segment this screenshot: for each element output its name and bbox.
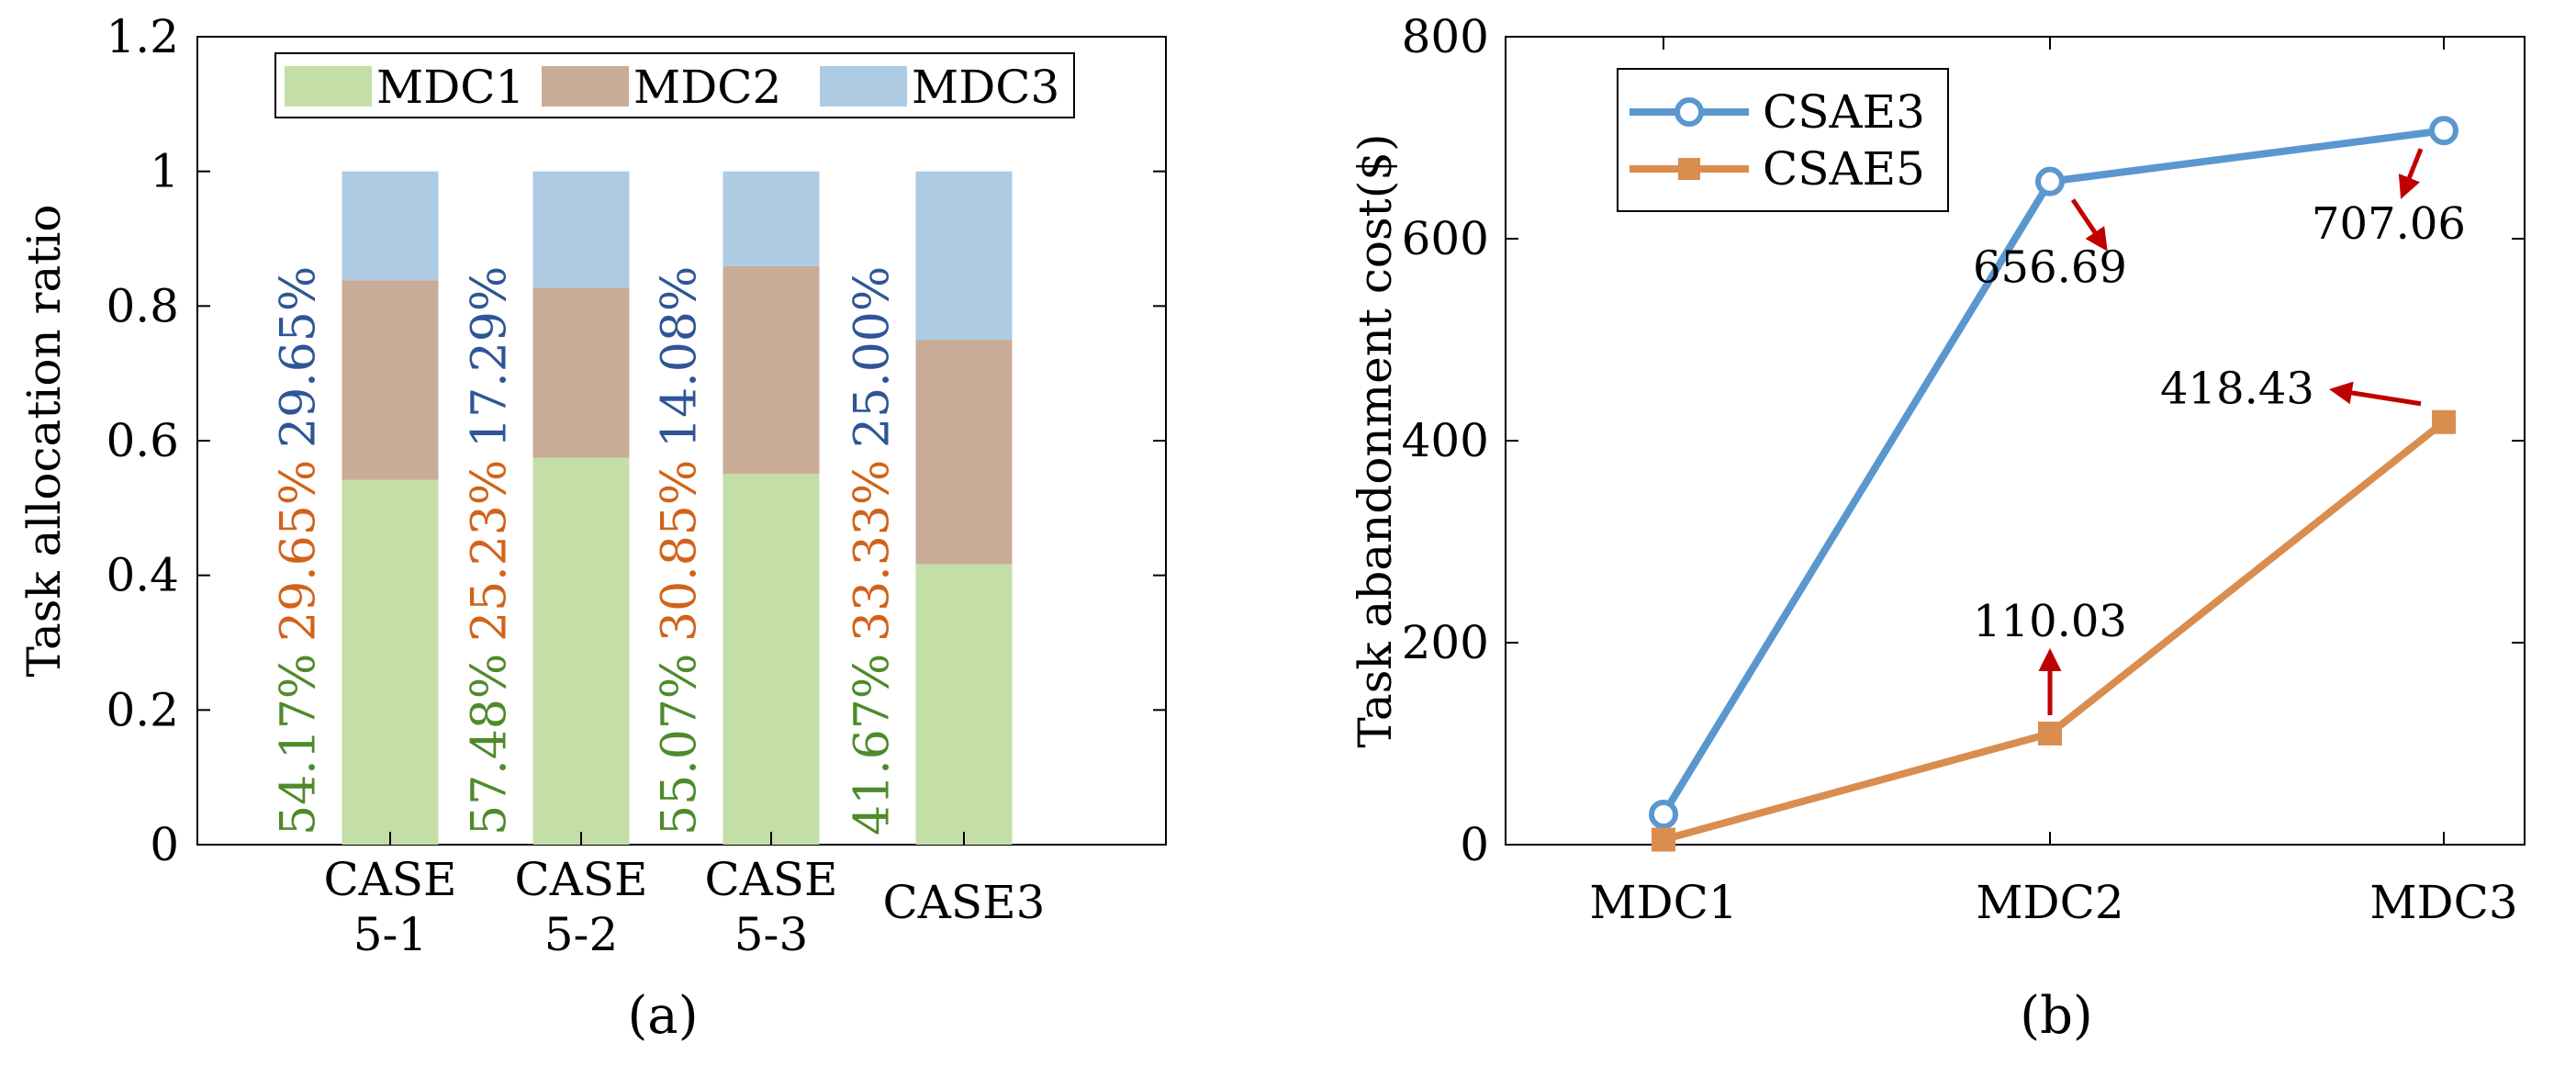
data-point-csae3-2 [2035,166,2065,196]
chart-b: 0 200 400 600 800 MDC1 MDC2 MDC3 656.69 707.06 1… [1349,10,2526,1046]
chart-a-y-ticks: 0 0.2 0.4 0.6 0.8 1 1.2 [106,10,1166,871]
chart-a-bars [342,171,1013,845]
y-tick-label: 1.2 [106,10,179,63]
y-tick-label: 400 [1402,414,1489,467]
bar-segment-mdc1-2 [532,457,630,845]
chart-b-y-ticks: 0 200 400 600 800 [1402,10,2525,871]
chart-b-legend-box [1617,68,1949,212]
segment-label-mdc2-3: 30.85% [653,460,708,642]
chart-a-background [0,0,1276,1065]
chart-a-segment-labels: 54.17% 29.65% 29.65% 57.48% 25.23% 17.29% 55.0… [272,266,901,835]
chart-a-legend-box [274,52,1075,118]
annotation-arrow [2398,148,2424,199]
x-tick-label: 5-1 [353,908,428,961]
bar-segment-mdc2-3 [722,265,820,475]
segment-label-mdc3-1: 29.65% [272,266,327,448]
bar-segment-mdc3-1 [342,171,439,281]
x-tick-label: 5-2 [544,908,619,961]
segment-label-mdc1-2: 57.48% [463,654,518,835]
bar-segment-mdc2-1 [342,280,439,480]
bar-segment-mdc3-2 [532,171,630,288]
legend-label-mdc3: MDC3 [912,61,1059,114]
x-tick-label: CASE [323,853,456,906]
segment-label-mdc3-3: 14.08% [653,266,708,448]
legend-swatch-mdc1 [285,66,372,106]
bar-segment-mdc3-4 [915,171,1013,340]
bar-segment-mdc1-1 [342,479,439,845]
legend-label-csae5: CSAE5 [1763,142,1925,196]
legend-label-mdc2: MDC2 [633,61,781,114]
x-tick-label: CASE3 [883,876,1046,929]
segment-label-mdc2-1: 29.65% [272,460,327,642]
chart-a-y-axis-label: Task allocation ratio [17,204,71,677]
bar-segment-mdc2-4 [915,340,1013,565]
x-tick-label: MDC2 [1976,876,2123,929]
legend-marker-csae5 [1678,158,1700,180]
legend-label-mdc1: MDC1 [376,61,524,114]
annotation-label: 707.06 [2312,198,2466,250]
y-tick-label: 1 [150,145,179,198]
data-point-csae5-2 [2038,721,2062,746]
chart-b-panel-label: (b) [2020,986,2093,1046]
chart-b-x-ticks: MDC1 MDC2 MDC3 [1589,37,2518,929]
bar-segment-mdc1-4 [915,564,1013,845]
annotation-label: 656.69 [1973,242,2127,294]
x-tick-label: 5-3 [734,908,809,961]
y-tick-label: 0.6 [106,414,179,467]
legend-marker-csae3 [1674,97,1704,127]
bar-segment-mdc2-2 [532,287,630,458]
x-tick-label: CASE [514,853,647,906]
chart-b-lines [1649,116,2458,852]
annotation-label: 418.43 [2160,364,2314,415]
y-tick-label: 200 [1402,616,1489,669]
annotation-arrow [2329,381,2422,407]
annotation-label: 110.03 [1973,596,2127,647]
segment-label-mdc3-2: 17.29% [463,266,518,448]
x-tick-label: MDC3 [2369,876,2517,929]
legend-swatch-mdc3 [820,66,907,106]
y-tick-label: 0 [1460,818,1489,871]
x-tick-label: MDC1 [1589,876,1737,929]
data-point-csae5-1 [1652,827,1675,852]
data-point-csae5-3 [2432,409,2456,434]
legend-label-csae3: CSAE3 [1763,85,1925,139]
y-tick-label: 800 [1402,10,1489,63]
chart-a-legend: MDC1 MDC2 MDC3 [274,52,1075,118]
chart-b-annotations: 656.69 707.06 110.03 418.43 [1973,148,2466,715]
segment-label-mdc2-4: 33.33% [846,460,901,642]
y-tick-label: 0 [150,818,179,871]
y-tick-label: 0.8 [106,279,179,332]
segment-label-mdc2-2: 25.23% [463,460,518,642]
y-tick-label: 0.2 [106,683,179,736]
x-tick-label: CASE [704,853,837,906]
data-point-csae3-1 [1649,800,1678,829]
chart-b-y-axis-label: Task abandonment cost($) [1349,133,1402,747]
data-point-csae3-3 [2429,116,2458,146]
segment-label-mdc1-4: 41.67% [846,654,901,835]
y-tick-label: 600 [1402,212,1489,265]
bar-segment-mdc3-3 [722,171,820,266]
legend-swatch-mdc2 [542,66,629,106]
y-tick-label: 0.4 [106,549,179,602]
chart-a-panel-label: (a) [627,986,698,1046]
annotation-arrow [2070,198,2108,252]
segment-label-mdc1-1: 54.17% [272,654,327,835]
chart-a: 54.17% 29.65% 29.65% 57.48% 25.23% 17.29% 55.0… [0,0,1276,1065]
bar-segment-mdc1-3 [722,474,820,845]
segment-label-mdc1-3: 55.07% [653,654,708,835]
segment-label-mdc3-4: 25.00% [846,266,901,448]
